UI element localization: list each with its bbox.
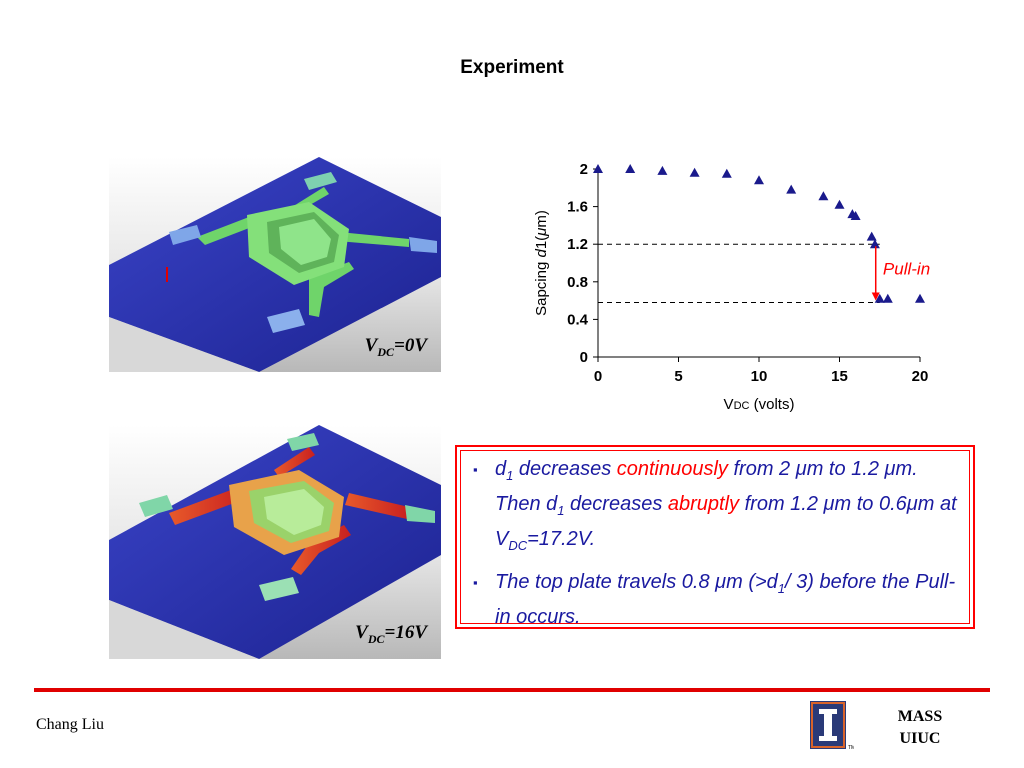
data-point bbox=[625, 164, 636, 173]
logo-tm: TM bbox=[848, 745, 854, 751]
bullet-marker: ▪ bbox=[473, 575, 478, 590]
x-tick-label: 15 bbox=[831, 368, 848, 385]
data-point bbox=[882, 293, 893, 303]
data-point bbox=[866, 231, 877, 241]
y-tick-label: 1.6 bbox=[567, 199, 588, 216]
image-label-vdc-0v: VDC=0V bbox=[364, 335, 427, 359]
x-tick-label: 0 bbox=[594, 368, 602, 385]
data-point bbox=[593, 164, 603, 173]
data-point bbox=[754, 175, 764, 185]
lab-name-line1: MASS bbox=[897, 708, 943, 725]
x-tick-label: 10 bbox=[751, 368, 768, 385]
note-bullet-1: ▪ d1 decreases continuously from 2 μm to … bbox=[469, 455, 965, 560]
bullet-marker: ▪ bbox=[473, 462, 478, 477]
data-point bbox=[721, 168, 732, 178]
notes-box: ▪ d1 decreases continuously from 2 μm to … bbox=[455, 445, 975, 629]
data-point bbox=[786, 184, 797, 194]
lab-name-line2: UIUC bbox=[899, 730, 941, 747]
x-tick-label: 5 bbox=[674, 368, 682, 385]
pull-in-arrow-head bbox=[871, 292, 880, 301]
data-point bbox=[818, 191, 829, 201]
lab-name: MASS UIUC bbox=[888, 706, 952, 750]
pull-in-chart: 0 0.4 0.8 1.2 1.6 2 0 5 10 15 20 Pull-in VDC (vol… bbox=[533, 161, 930, 413]
x-tick-label: 20 bbox=[912, 368, 929, 385]
device-image-vdc-0v: VDC=0V bbox=[109, 157, 441, 372]
y-tick-label: 0.8 bbox=[567, 274, 588, 291]
image-label-vdc-16v: VDC=16V bbox=[355, 622, 427, 646]
device-image-vdc-16v: VDC=16V bbox=[109, 425, 441, 659]
data-point bbox=[834, 199, 845, 209]
y-tick-label: 2 bbox=[580, 161, 588, 178]
footer-author: Chang Liu bbox=[36, 716, 104, 733]
y-tick-label: 1.2 bbox=[567, 236, 588, 253]
y-tick-label: 0.4 bbox=[567, 311, 589, 328]
data-point bbox=[915, 293, 925, 303]
footer-divider bbox=[34, 688, 990, 692]
x-axis-label: VDC (volts) bbox=[724, 396, 795, 413]
y-axis-label: Sapcing d1(μm) bbox=[533, 210, 550, 316]
data-point bbox=[874, 293, 885, 303]
note-bullet-2: ▪ The top plate travels 0.8 μm (>d1/ 3) b… bbox=[469, 568, 965, 632]
slide-title: Experiment bbox=[460, 57, 564, 78]
data-point bbox=[657, 165, 668, 175]
university-logo-icon: TM bbox=[810, 701, 854, 751]
data-point bbox=[689, 167, 700, 177]
pull-in-annotation: Pull-in bbox=[883, 259, 930, 278]
y-tick-label: 0 bbox=[580, 349, 588, 366]
data-point bbox=[869, 239, 880, 249]
data-point bbox=[850, 211, 861, 220]
